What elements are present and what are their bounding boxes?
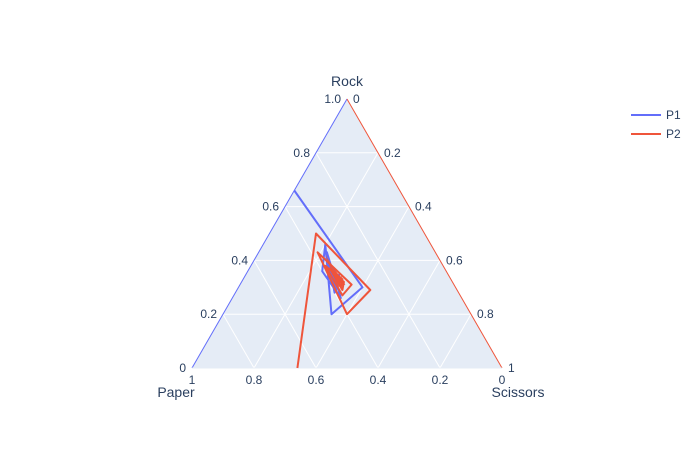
tick-label-paper: 0.6 xyxy=(308,373,325,387)
grid-line-scissors xyxy=(439,313,472,369)
tick-label-rock: 0.4 xyxy=(231,253,248,267)
tick-label-scissors: 0.6 xyxy=(446,253,463,267)
legend-label-p2: P2 xyxy=(666,127,681,141)
grid-line-paper xyxy=(284,206,379,369)
grid-line-paper xyxy=(222,313,255,369)
tick-label-paper: 0.4 xyxy=(370,373,387,387)
tick-label-rock: 1.0 xyxy=(324,92,341,106)
legend-item-p1[interactable]: P1 xyxy=(631,108,681,122)
tick-label-rock: 0.2 xyxy=(200,307,217,321)
legend: P1 P2 xyxy=(631,108,681,141)
axis-title-rock: Rock xyxy=(331,73,364,89)
tick-label-rock: 0 xyxy=(179,361,186,375)
tick-label-paper: 0.2 xyxy=(432,373,449,387)
tick-label-paper: 0 xyxy=(499,373,506,387)
tick-label-rock: 0.6 xyxy=(262,200,279,214)
legend-label-p1: P1 xyxy=(666,108,681,122)
axis-title-scissors: Scissors xyxy=(492,384,545,400)
ternary-background xyxy=(192,99,502,368)
axis-line-rock xyxy=(191,98,348,369)
series-convergence-core xyxy=(325,255,346,288)
tick-label-scissors: 0 xyxy=(353,92,360,106)
tick-label-scissors: 0.2 xyxy=(384,146,401,160)
series-group xyxy=(293,189,372,369)
axis-title-paper: Paper xyxy=(157,384,195,400)
tick-label-scissors: 0.4 xyxy=(415,200,432,214)
grid-line-scissors xyxy=(377,260,441,369)
tick-labels: 00.20.40.60.81.000.20.40.60.8100.20.40.6… xyxy=(179,92,515,387)
tick-label-rock: 0.8 xyxy=(293,146,310,160)
legend-item-p2[interactable]: P2 xyxy=(631,127,681,141)
axis-line-paper xyxy=(346,98,503,369)
tick-label-paper: 1 xyxy=(189,373,196,387)
tick-label-scissors: 1 xyxy=(508,361,515,375)
tick-label-paper: 0.8 xyxy=(246,373,263,387)
tick-label-scissors: 0.8 xyxy=(477,307,494,321)
grid-line-paper xyxy=(253,260,317,369)
